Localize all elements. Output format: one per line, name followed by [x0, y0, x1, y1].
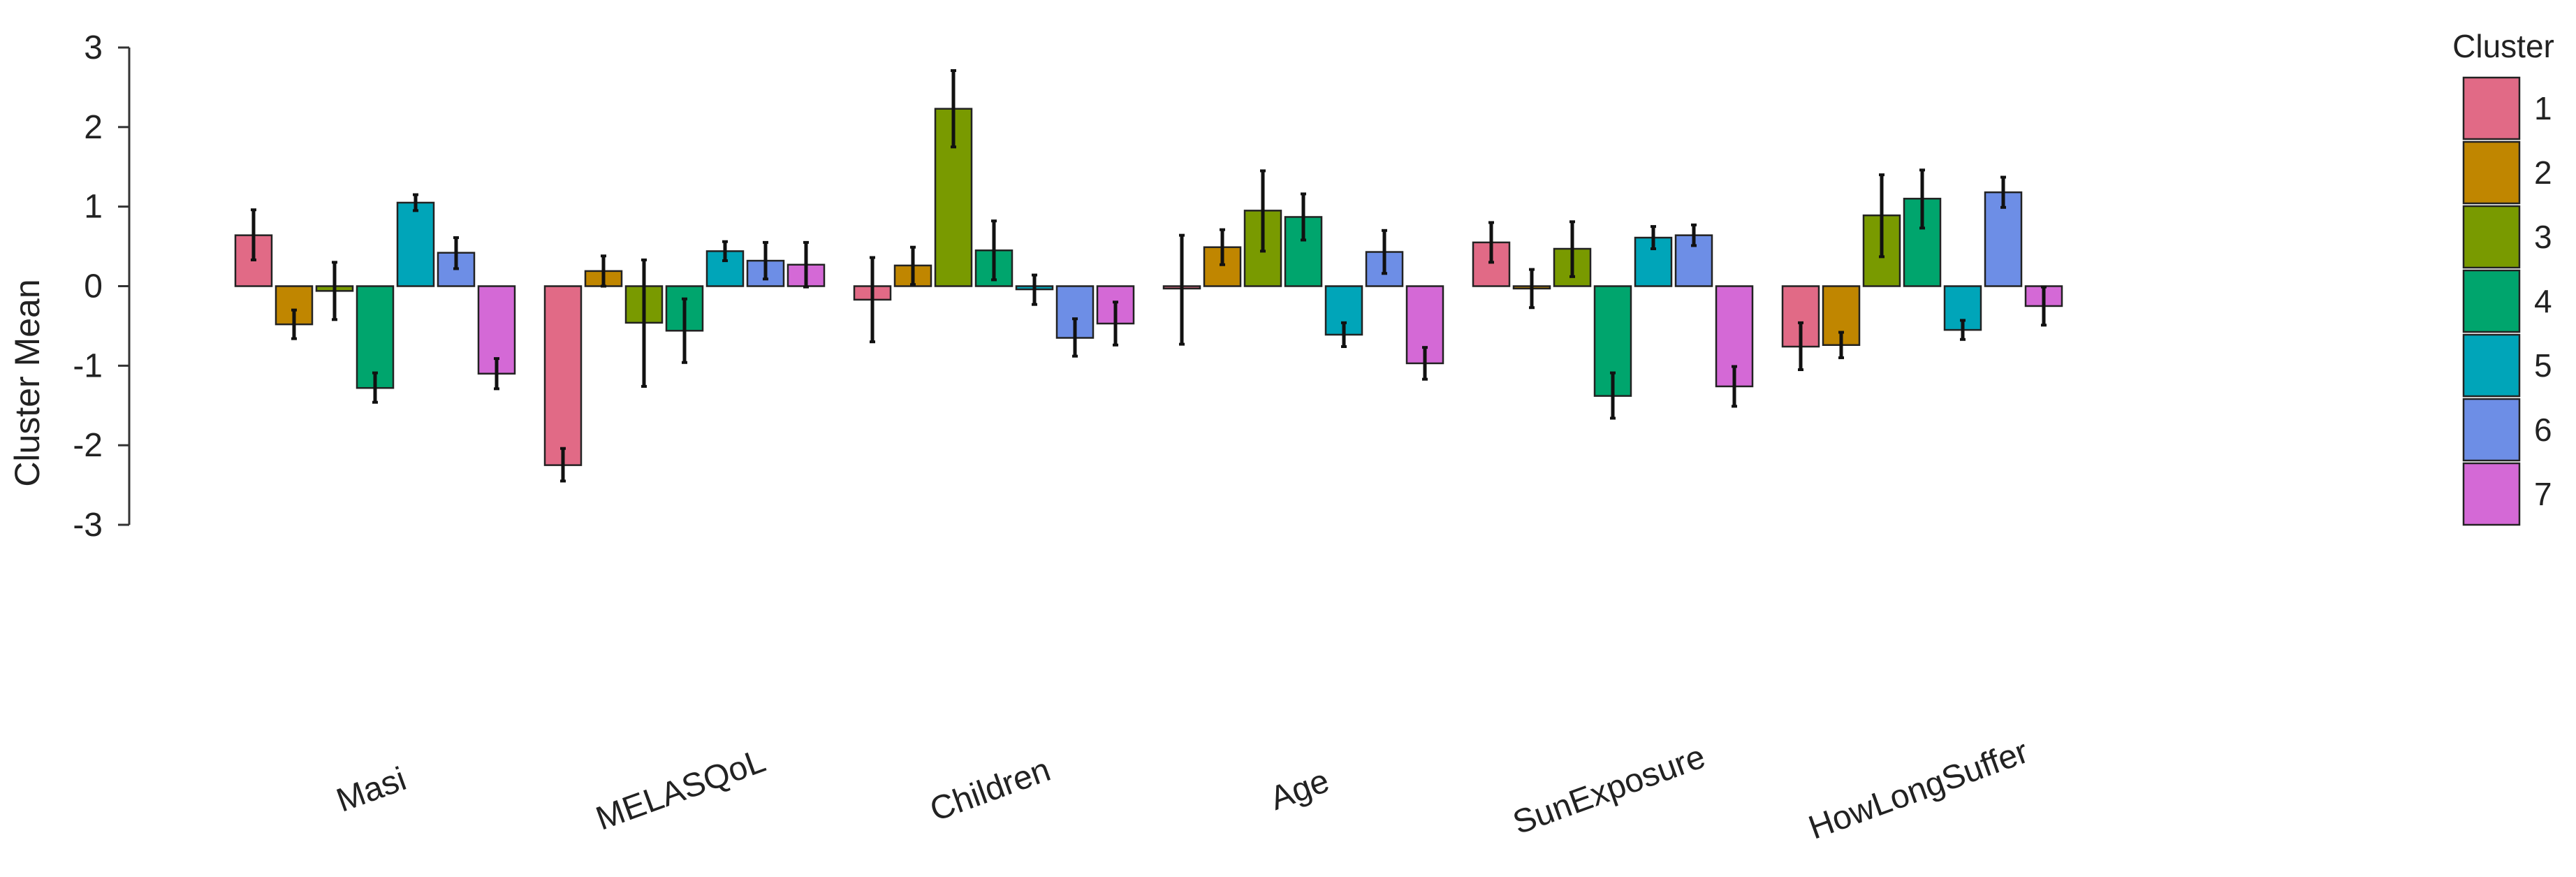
y-tick-label: 2 — [84, 109, 103, 146]
x-category-label: Children — [925, 751, 1055, 829]
x-category-label: Age — [1266, 762, 1334, 818]
legend-label: 7 — [2534, 476, 2552, 512]
bar-age-cluster-4 — [1284, 216, 1323, 287]
x-category-label: MELASQoL — [592, 742, 770, 837]
y-tick-label: 0 — [84, 268, 103, 305]
bar-age-cluster-2 — [1203, 246, 1242, 287]
category-labels: Masi MELASQoL Children Age SunExposure HowLon… — [332, 733, 2033, 847]
y-tick-label: 3 — [84, 29, 103, 66]
legend-swatch-cluster-6 — [2462, 398, 2521, 462]
y-axis: 3 2 1 0 -1 -2 -3 — [73, 29, 131, 544]
y-tick-label: 1 — [84, 189, 103, 226]
legend-swatch-cluster-7 — [2462, 462, 2521, 526]
x-category-label: Masi — [332, 760, 411, 819]
bar-melasqol-cluster-1 — [543, 285, 583, 466]
legend-label: 5 — [2534, 347, 2552, 384]
bar-sunexposure-cluster-4 — [1593, 285, 1632, 397]
y-tick-label: -1 — [73, 347, 103, 384]
legend-label: 4 — [2534, 283, 2552, 319]
legend: Cluster 1 2 3 4 5 6 7 — [2452, 28, 2554, 526]
legend-swatch-cluster-3 — [2462, 205, 2521, 269]
legend-title: Cluster — [2452, 28, 2554, 64]
legend-label: 1 — [2534, 90, 2552, 126]
legend-label: 6 — [2534, 412, 2552, 448]
legend-swatch-cluster-5 — [2462, 333, 2521, 398]
y-tick-label: -2 — [73, 427, 103, 464]
bar-sunexposure-cluster-1 — [1472, 241, 1511, 287]
legend-label: 3 — [2534, 219, 2552, 255]
legend-swatch-cluster-4 — [2462, 269, 2521, 333]
x-category-label: SunExposure — [1508, 738, 1710, 841]
legend-swatch-cluster-2 — [2462, 140, 2521, 205]
error-bars — [251, 69, 2047, 483]
bars — [234, 108, 2063, 466]
y-tick-label: -3 — [73, 507, 103, 544]
bar-masi-cluster-4 — [356, 285, 395, 389]
x-category-label: HowLongSuffer — [1804, 733, 2033, 847]
legend-label: 2 — [2534, 154, 2552, 191]
bar-masi-cluster-5 — [396, 201, 435, 287]
legend-swatch-cluster-1 — [2462, 76, 2521, 140]
y-axis-label: Cluster Mean — [8, 279, 47, 486]
